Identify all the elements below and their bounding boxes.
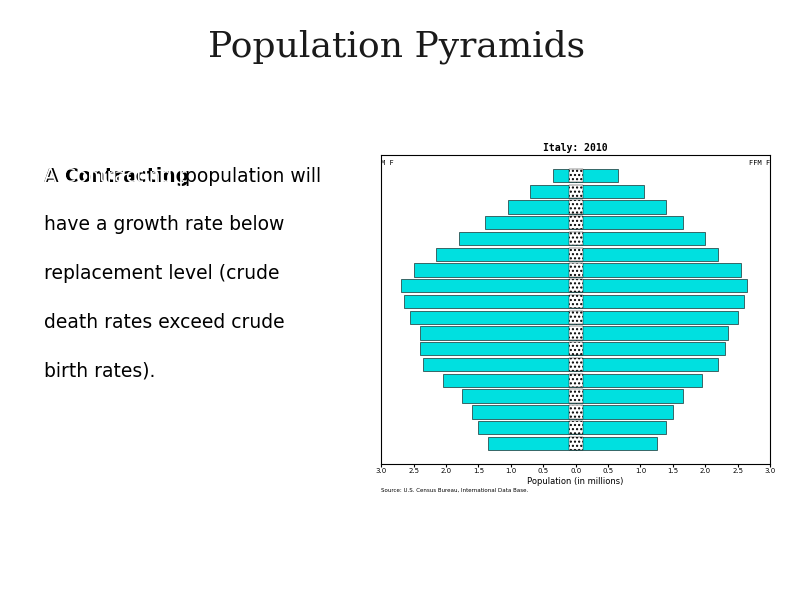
Bar bbox=[576, 279, 747, 293]
Bar bbox=[576, 405, 673, 418]
Bar bbox=[576, 437, 657, 450]
Text: population will: population will bbox=[185, 167, 321, 186]
Bar bbox=[569, 389, 583, 403]
Text: Source: U.S. Census Bureau, International Data Base.: Source: U.S. Census Bureau, Internationa… bbox=[381, 487, 528, 493]
Bar bbox=[569, 248, 583, 261]
Text: birth rates).: birth rates). bbox=[44, 362, 155, 381]
Bar bbox=[569, 216, 583, 230]
Bar bbox=[423, 358, 576, 371]
Bar bbox=[478, 421, 576, 434]
Bar bbox=[507, 201, 576, 214]
Bar bbox=[576, 295, 744, 308]
Bar bbox=[576, 389, 683, 403]
Bar bbox=[400, 279, 576, 293]
Bar bbox=[576, 216, 683, 230]
Bar bbox=[569, 405, 583, 418]
Bar bbox=[576, 264, 741, 277]
Bar bbox=[414, 264, 576, 277]
Text: Population Pyramids: Population Pyramids bbox=[209, 30, 585, 64]
Bar bbox=[569, 184, 583, 198]
Bar bbox=[472, 405, 576, 418]
Bar bbox=[420, 326, 576, 340]
Bar bbox=[420, 342, 576, 355]
Bar bbox=[576, 342, 725, 355]
Bar bbox=[404, 295, 576, 308]
Bar bbox=[443, 374, 576, 387]
Title: Italy: 2010: Italy: 2010 bbox=[543, 143, 608, 152]
Bar bbox=[462, 389, 576, 403]
Bar bbox=[485, 216, 576, 230]
Bar bbox=[576, 232, 705, 245]
Bar bbox=[569, 374, 583, 387]
Bar bbox=[576, 201, 666, 214]
Text: have a growth rate below: have a growth rate below bbox=[44, 215, 284, 234]
Bar bbox=[569, 342, 583, 355]
Bar bbox=[530, 184, 576, 198]
Bar bbox=[569, 311, 583, 324]
Bar bbox=[576, 358, 719, 371]
Bar bbox=[569, 295, 583, 308]
Bar bbox=[576, 311, 738, 324]
Bar bbox=[569, 437, 583, 450]
Bar bbox=[459, 232, 576, 245]
Bar bbox=[553, 169, 576, 182]
Bar bbox=[569, 326, 583, 340]
Text: FFM F: FFM F bbox=[749, 160, 770, 166]
Bar bbox=[569, 421, 583, 434]
Text: death rates exceed crude: death rates exceed crude bbox=[44, 313, 284, 332]
Text: A Contracting: A Contracting bbox=[44, 167, 189, 186]
Bar bbox=[576, 169, 618, 182]
Bar bbox=[576, 184, 644, 198]
Bar bbox=[576, 421, 666, 434]
Bar bbox=[488, 437, 576, 450]
Bar bbox=[569, 232, 583, 245]
Bar bbox=[569, 279, 583, 293]
Bar bbox=[569, 201, 583, 214]
Bar bbox=[569, 169, 583, 182]
X-axis label: Population (in millions): Population (in millions) bbox=[527, 477, 624, 486]
Bar bbox=[410, 311, 576, 324]
Bar bbox=[576, 326, 728, 340]
Bar bbox=[569, 358, 583, 371]
Bar bbox=[436, 248, 576, 261]
Text: replacement level (crude: replacement level (crude bbox=[44, 264, 279, 283]
Bar bbox=[576, 374, 702, 387]
Bar bbox=[569, 264, 583, 277]
Text: A Contracting population will: A Contracting population will bbox=[44, 167, 314, 186]
Bar bbox=[576, 248, 719, 261]
Text: M F: M F bbox=[381, 160, 394, 166]
